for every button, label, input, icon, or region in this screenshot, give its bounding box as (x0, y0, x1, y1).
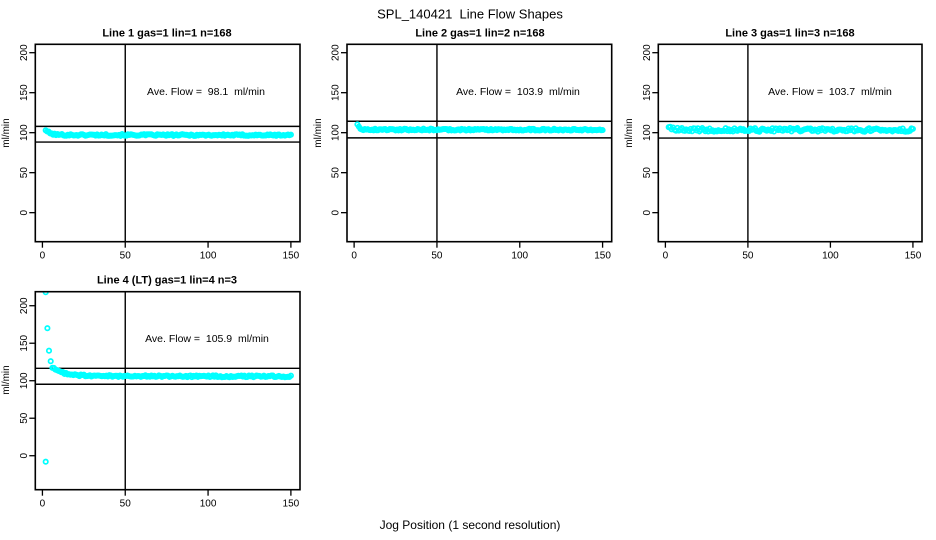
axes (29, 305, 292, 496)
y-tick-label: 50 (19, 167, 30, 179)
data-point (287, 372, 294, 379)
x-axis-label: Jog Position (1 second resolution) (379, 518, 561, 532)
x-tick-label: 150 (905, 251, 922, 262)
x-tick-label: 0 (663, 251, 669, 262)
x-tick-label: 100 (822, 251, 839, 262)
panel-4-y-axis-label: ml/min (1, 365, 12, 395)
tick-labels: 0 50 100 150 0 50 100 150 200 (331, 44, 612, 262)
main-title: SPL_140421 Line Flow Shapes (377, 6, 563, 22)
panel-2-title: Line 2 gas=1 lin=2 n=168 (415, 27, 545, 40)
panel-1-title: Line 1 gas=1 lin=1 n=168 (102, 27, 232, 40)
tick-labels: 0 50 100 150 0 50 100 150 200 (642, 44, 922, 262)
outlier-point (44, 325, 51, 332)
y-tick-label: 150 (642, 84, 653, 101)
panel-3-title: Line 3 gas=1 lin=3 n=168 (725, 27, 855, 40)
panel-3-annotation: Ave. Flow = 103.7 ml/min (768, 85, 892, 98)
y-tick-label: 100 (642, 124, 653, 141)
panel-1: 0 50 100 150 0 50 100 150 200 (19, 43, 301, 262)
y-tick-label: 200 (19, 297, 30, 314)
y-tick-label: 0 (19, 209, 30, 215)
x-tick-label: 0 (40, 251, 46, 262)
data-points (354, 121, 606, 134)
x-tick-label: 150 (283, 251, 300, 262)
axes (341, 52, 604, 248)
y-tick-label: 50 (642, 167, 653, 179)
y-tick-label: 100 (19, 372, 30, 389)
tick-labels: 0 50 100 150 0 50 100 150 200 (19, 297, 300, 510)
y-tick-label: 200 (642, 44, 653, 61)
data-point (909, 125, 916, 132)
data-point (287, 131, 294, 138)
data-points (42, 127, 294, 139)
panel-1-annotation: Ave. Flow = 98.1 ml/min (147, 85, 265, 98)
data-point (599, 127, 606, 134)
y-tick-label: 150 (19, 84, 30, 101)
y-tick-label: 50 (19, 412, 30, 424)
panel-4: 0 50 100 150 0 50 100 150 200 (19, 290, 301, 510)
x-tick-label: 50 (120, 251, 132, 262)
panel-4-annotation: Ave. Flow = 105.9 ml/min (145, 332, 269, 345)
outlier-point (42, 458, 49, 465)
y-tick-label: 0 (19, 453, 30, 459)
panel-2: 0 50 100 150 0 50 100 150 200 (331, 43, 613, 262)
y-tick-label: 100 (331, 124, 342, 141)
panel-4-title: Line 4 (LT) gas=1 lin=4 n=3 (96, 274, 238, 287)
axes (29, 52, 292, 248)
panel-2-annotation: Ave. Flow = 103.9 ml/min (456, 85, 580, 98)
panel-box (34, 290, 301, 491)
panel-2-y-axis-label: ml/min (313, 118, 324, 148)
panel-box (657, 43, 923, 243)
x-tick-label: 50 (742, 251, 754, 262)
y-tick-label: 0 (331, 209, 342, 215)
y-tick-label: 150 (331, 84, 342, 101)
outlier-point (45, 347, 53, 354)
y-tick-label: 200 (331, 44, 342, 61)
x-tick-label: 100 (200, 499, 217, 510)
y-tick-label: 100 (19, 124, 30, 141)
data-points (42, 291, 294, 465)
y-tick-label: 200 (19, 44, 30, 61)
y-tick-label: 150 (19, 334, 30, 351)
outlier-point (47, 358, 54, 365)
panel-box (346, 43, 613, 243)
y-tick-label: 50 (331, 167, 342, 179)
axes (652, 52, 914, 248)
x-tick-label: 150 (594, 251, 611, 262)
x-tick-label: 0 (40, 499, 46, 510)
x-tick-label: 100 (511, 251, 528, 262)
x-tick-label: 150 (283, 499, 300, 510)
x-tick-label: 0 (351, 251, 357, 262)
panel-3-y-axis-label: ml/min (624, 118, 635, 148)
tick-labels: 0 50 100 150 0 50 100 150 200 (19, 44, 300, 262)
panel-1-y-axis-label: ml/min (1, 118, 12, 148)
data-points (665, 123, 916, 135)
panel-3: 0 50 100 150 0 50 100 150 200 (642, 43, 923, 262)
y-tick-label: 0 (642, 209, 653, 215)
x-tick-label: 100 (200, 251, 217, 262)
panel-box (34, 43, 301, 243)
x-tick-label: 50 (431, 251, 443, 262)
x-tick-label: 50 (120, 499, 132, 510)
